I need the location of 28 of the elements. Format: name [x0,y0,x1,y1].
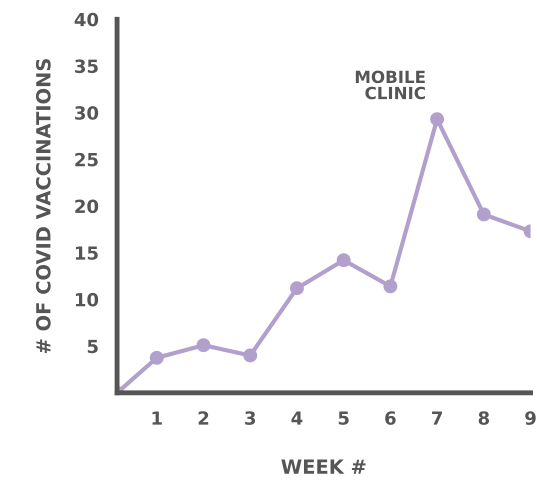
y-tick-label: 30 [75,106,98,120]
point [290,281,304,296]
y-tick-label: 10 [76,292,98,307]
y-tick-label: 5 [88,340,98,354]
x-tick-label: 7 [432,411,442,425]
point [150,350,164,365]
x-tick-label: 5 [338,411,349,425]
point [383,279,398,294]
x-tick-label: 8 [478,411,489,425]
x-tick-label: 4 [291,411,302,425]
point [476,208,491,222]
x-tick-label: 3 [245,411,256,425]
y-tick-label: 35 [75,59,98,74]
x-tick-label: 1 [152,411,162,425]
y-tick-label: 20 [75,200,98,214]
x-axis-title: WEEK # [281,460,366,474]
point [336,253,351,268]
y-axis-title: # OF COVID VACCINATIONS [36,59,51,354]
point [196,338,210,352]
annotation: MOBILE CLINIC [356,70,425,100]
point [430,112,444,126]
x-tick-label: 9 [525,411,536,425]
y-tick-label: 25 [75,152,98,166]
x-tick-label: 2 [198,411,208,425]
y-tick-label: 40 [74,12,98,26]
point [243,348,258,362]
y-tick-label: 15 [76,246,98,260]
x-tick-label: 6 [385,411,396,425]
